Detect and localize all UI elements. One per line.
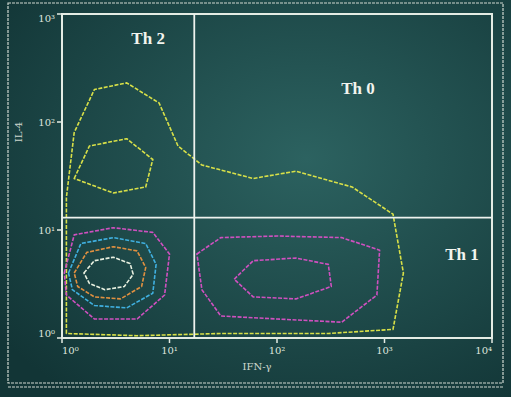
contour <box>74 139 153 193</box>
chart: 10⁰ 10¹ 10² 10³ 10⁴ 10⁰ 10¹ 10² 10³ IFN-γ IL-4 Th 2… <box>0 0 511 397</box>
contour <box>84 257 133 290</box>
y-tick-label: 10³ <box>38 13 55 24</box>
y-tick-label: 10⁰ <box>38 328 55 339</box>
x-tick-label: 10⁰ <box>62 345 79 356</box>
x-tick <box>276 338 278 343</box>
x-tick <box>491 338 493 343</box>
y-axis-title: IL-4 <box>13 122 24 142</box>
quadrant-label: Th 2 <box>131 29 165 48</box>
contours <box>64 83 403 336</box>
y-tick <box>57 13 62 15</box>
y-tick <box>57 337 62 339</box>
background <box>0 0 511 397</box>
y-tick-label: 10² <box>38 117 55 128</box>
x-axis-title: IFN-γ <box>243 361 272 372</box>
contour <box>66 83 403 336</box>
quadrant-label: Th 0 <box>341 79 375 98</box>
x-tick <box>169 338 171 343</box>
contour <box>234 258 331 299</box>
y-tick-label: 10¹ <box>38 225 55 236</box>
x-tick-label: 10¹ <box>161 345 178 356</box>
contour <box>74 247 146 299</box>
x-tick <box>384 338 386 343</box>
x-tick-label: 10³ <box>376 345 393 356</box>
outer-frame <box>8 3 503 383</box>
contour <box>197 236 380 322</box>
x-tick-label: 10² <box>269 345 286 356</box>
x-tick-label: 10⁴ <box>475 345 492 356</box>
plot-frame <box>62 14 492 338</box>
contour <box>64 228 169 319</box>
y-tick <box>57 121 62 123</box>
gate-y <box>62 217 492 219</box>
contour <box>69 238 157 308</box>
y-tick <box>57 229 62 231</box>
quadrant-label: Th 1 <box>445 245 479 264</box>
outer-frame-line <box>8 386 503 387</box>
gate-x <box>193 14 195 338</box>
